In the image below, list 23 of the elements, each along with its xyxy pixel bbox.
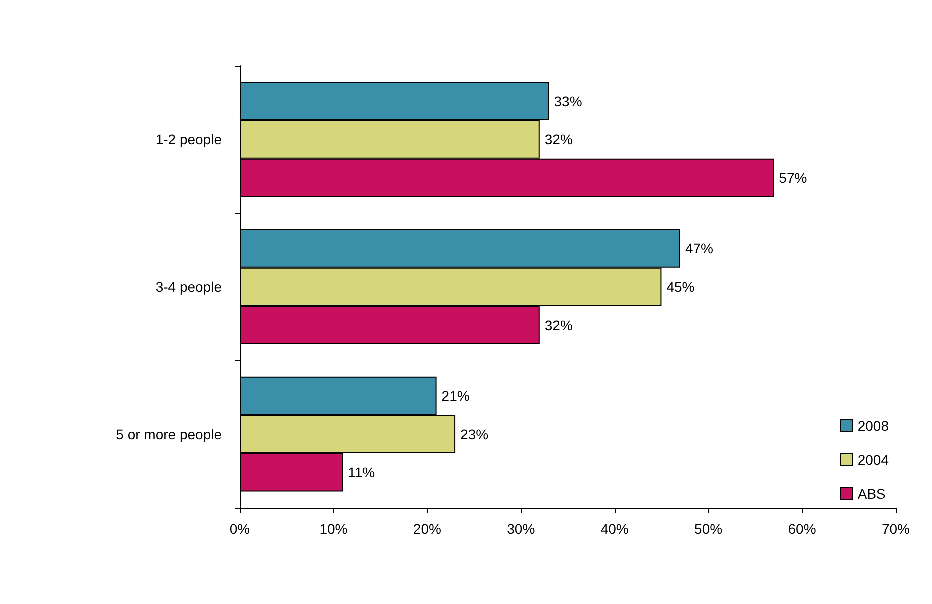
x-tick-label: 50% xyxy=(694,521,723,537)
y-tick-label: 1-2 people xyxy=(156,132,222,148)
data-label: 33% xyxy=(554,93,582,110)
legend-label: ABS xyxy=(858,486,886,502)
x-tick-label: 40% xyxy=(600,521,629,537)
x-tick-label: 30% xyxy=(507,521,536,537)
data-label: 23% xyxy=(460,426,489,442)
data-label: 57% xyxy=(779,170,808,186)
y-tick-label: 3-4 people xyxy=(156,279,222,295)
x-tick-label: 10% xyxy=(320,521,348,537)
y-tick-label: 5 or more people xyxy=(116,426,222,442)
x-tick-label: 60% xyxy=(788,521,816,537)
data-label: 32% xyxy=(544,317,573,334)
data-label: 45% xyxy=(666,279,695,295)
legend-label: 2008 xyxy=(858,418,890,434)
data-label: 32% xyxy=(544,132,573,148)
x-tick-label: 70% xyxy=(882,521,910,537)
data-label: 21% xyxy=(442,388,470,404)
legend-label: 2004 xyxy=(858,452,890,468)
data-label: 11% xyxy=(348,464,376,481)
x-tick-label: 20% xyxy=(413,521,442,537)
data-label: 47% xyxy=(685,240,714,257)
x-tick-label: 0% xyxy=(230,521,250,537)
